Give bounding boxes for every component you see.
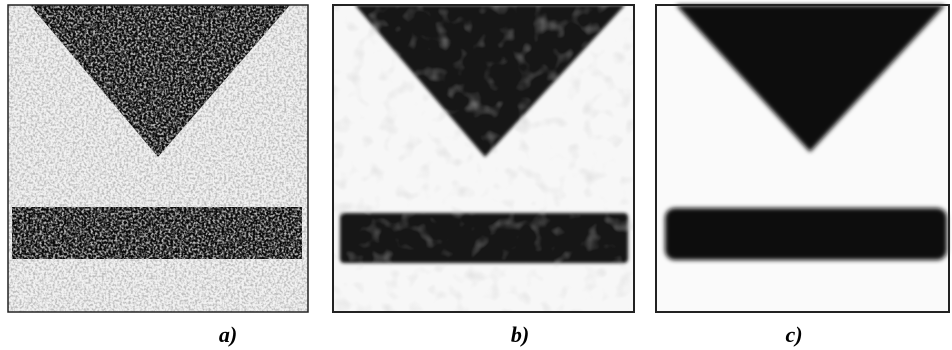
panel-c	[656, 5, 949, 312]
panel-label: c)	[785, 322, 802, 347]
panel-b	[333, 5, 634, 312]
panel-a	[8, 5, 308, 312]
figure: a) b) c)	[0, 0, 952, 350]
panel-label: b)	[511, 322, 529, 347]
panel-label: a)	[219, 322, 237, 347]
